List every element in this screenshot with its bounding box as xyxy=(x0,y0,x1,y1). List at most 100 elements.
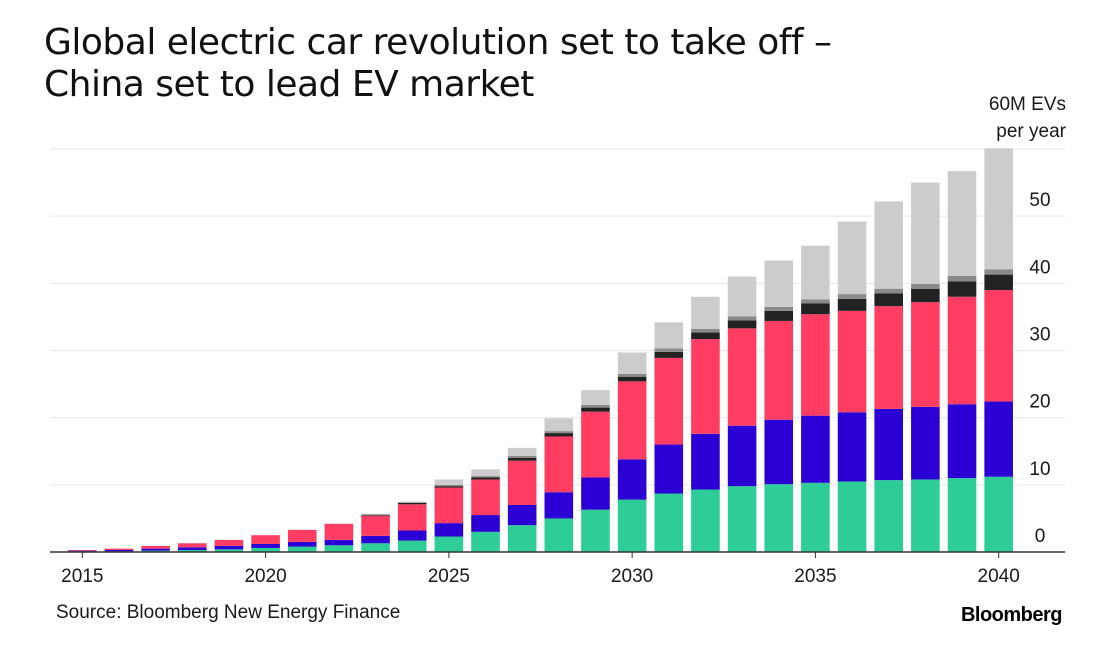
bar-segment xyxy=(801,303,830,315)
bar-segment xyxy=(947,171,977,276)
bar-segment xyxy=(691,433,720,490)
bar-segment xyxy=(397,502,427,503)
bar-segment xyxy=(361,515,390,516)
bar-segment xyxy=(764,306,794,311)
bar-segment xyxy=(434,479,464,485)
bar-segment xyxy=(874,201,904,289)
bar-segment xyxy=(801,482,830,552)
bar-segment xyxy=(177,547,207,550)
y-tick-label: 50 xyxy=(1029,190,1050,211)
bar-segment xyxy=(727,328,757,426)
bar-segment xyxy=(874,293,904,307)
bar-segment xyxy=(287,546,317,552)
bar-segment xyxy=(397,540,427,552)
bar-segment xyxy=(361,535,390,544)
bar-segment xyxy=(214,545,244,550)
chart-title: Global electric car revolution set to ta… xyxy=(44,22,944,106)
bar-segment xyxy=(691,332,720,340)
bar-segment xyxy=(214,539,244,546)
x-tick-label: 2035 xyxy=(794,566,836,587)
bloomberg-logo: Bloomberg xyxy=(960,604,1063,626)
bar-segment xyxy=(837,294,867,299)
bar-segment xyxy=(764,419,794,485)
bar-segment xyxy=(507,455,537,458)
bar-segment xyxy=(984,401,1013,477)
bar-segment xyxy=(104,549,134,552)
bar-segment xyxy=(434,523,464,537)
bar-segment xyxy=(947,478,977,552)
bar-segment xyxy=(397,501,427,503)
bar-segment xyxy=(984,148,1013,270)
source-note: Source: Bloomberg New Energy Finance xyxy=(56,602,401,623)
bar-segment xyxy=(361,513,390,515)
bar-segment xyxy=(617,374,647,377)
bar-segment xyxy=(68,550,97,552)
bar-segment xyxy=(507,525,537,552)
bar-segment xyxy=(874,480,904,552)
bar-segment xyxy=(141,548,170,551)
x-tick-label: 2030 xyxy=(611,566,653,587)
bar-segment xyxy=(471,479,500,516)
bar-segment xyxy=(287,541,317,547)
bar-segment xyxy=(691,339,720,434)
bar-segment xyxy=(581,477,610,510)
bar-segment xyxy=(544,433,574,437)
bar-segment xyxy=(104,548,134,550)
bar-segment xyxy=(654,444,684,494)
bar-segment xyxy=(471,515,500,532)
bar-segment xyxy=(874,288,904,294)
bar-segment xyxy=(691,489,720,552)
bar-segment xyxy=(471,469,500,477)
bar-segment xyxy=(68,549,97,551)
bar-segment xyxy=(691,296,720,330)
bar-segment xyxy=(617,352,647,375)
bar-segment xyxy=(434,484,464,487)
bar-segment xyxy=(727,316,757,321)
bar-segment xyxy=(434,486,464,488)
bar-segment xyxy=(471,477,500,480)
bar-segment xyxy=(654,322,684,349)
bar-segment xyxy=(947,281,977,297)
bar-segment xyxy=(837,221,867,295)
bar-segment xyxy=(544,431,574,434)
x-tick-label: 2025 xyxy=(428,566,470,587)
bar-segment xyxy=(911,406,940,480)
bar-segment xyxy=(581,509,610,552)
bar-segment xyxy=(691,329,720,333)
bar-segment xyxy=(727,276,757,317)
bar-segment xyxy=(654,351,684,358)
bar-segment xyxy=(617,376,647,382)
bar-segment xyxy=(654,357,684,445)
bar-segment xyxy=(837,412,867,482)
bar-segment xyxy=(544,492,574,519)
bar-segment xyxy=(801,299,830,304)
bar-segment xyxy=(764,260,794,307)
bar-segment xyxy=(397,504,427,531)
bar-segment xyxy=(251,547,280,552)
bar-segment xyxy=(324,523,354,540)
bar-segment xyxy=(984,269,1013,275)
y-tick-label: 40 xyxy=(1029,257,1050,278)
bar-segment xyxy=(984,290,1013,402)
bar-segment xyxy=(581,404,610,408)
bar-segment xyxy=(947,275,977,282)
bar-segment xyxy=(471,531,500,552)
bar-segment xyxy=(911,288,940,303)
bar-segment xyxy=(141,545,170,549)
bar-segment xyxy=(507,447,537,456)
bar-segment xyxy=(911,479,940,552)
y-tick-label: 30 xyxy=(1029,325,1050,346)
bar-segment xyxy=(177,543,207,548)
y-tick-label: 20 xyxy=(1029,392,1050,413)
bar-segment xyxy=(837,481,867,552)
bar-segment xyxy=(837,310,867,413)
bar-segment xyxy=(837,298,867,311)
bar-segment xyxy=(801,314,830,416)
bar-segment xyxy=(287,529,317,542)
chart-title-line-2: China set to lead EV market xyxy=(44,64,534,105)
bar-segment xyxy=(654,348,684,352)
y-tick-label: 0 xyxy=(1035,526,1046,547)
bar-segment xyxy=(214,549,244,552)
bar-segment xyxy=(764,310,794,321)
